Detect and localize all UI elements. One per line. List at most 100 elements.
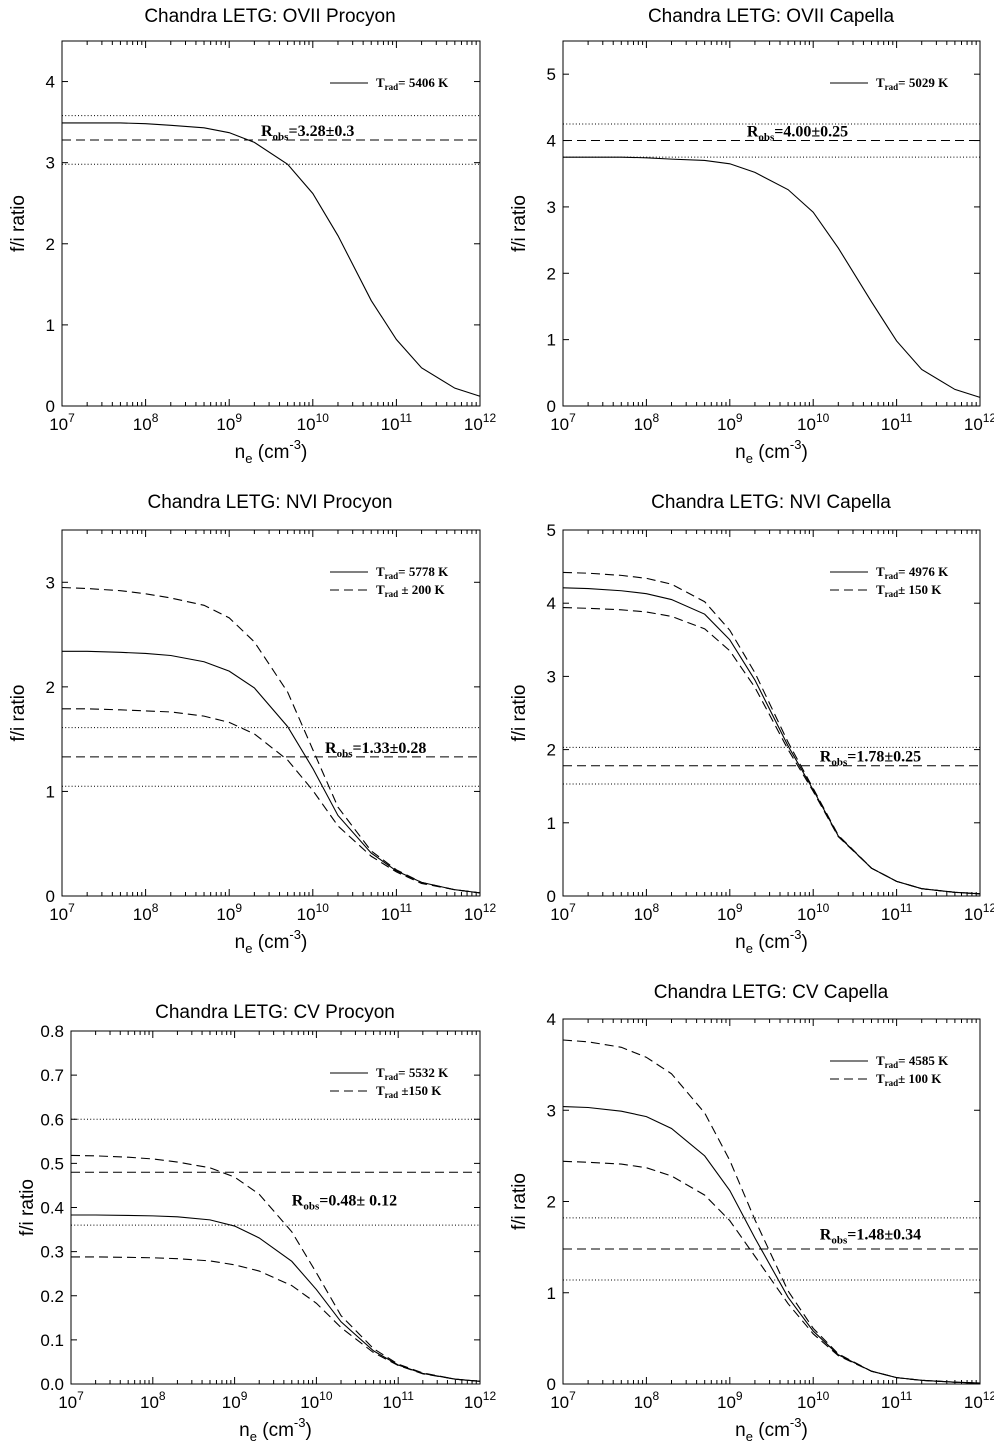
x-tick-label: 109 [717,901,743,924]
y-tick-label: 1 [547,1284,556,1303]
y-axis-label: f/i ratio [17,1179,38,1236]
x-tick-label: 109 [717,1389,743,1412]
legend-entry: Trad= 4976 K [876,564,949,581]
y-tick-label: 0.8 [40,1022,64,1041]
x-tick-label: 1011 [881,901,913,924]
chart-panel-4: Chandra LETG: NVI Capella 0 1 2 3 4 5 107 108 109… [509,492,994,956]
x-tick-label: 1012 [464,1389,497,1412]
x-tick-label: 1011 [383,1389,415,1412]
x-axis-label: ne (cm-3) [235,437,308,466]
y-tick-label: 0.1 [40,1331,64,1350]
chart-panel-3: Chandra LETG: NVI Procyon 0 1 2 3 107 108 109 10… [8,492,496,956]
legend-entry: Trad= 4585 K [876,1053,949,1070]
observed-ratio-label: Robs=0.48± 0.12 [292,1193,397,1213]
x-tick-label: 108 [133,411,159,434]
x-tick-label: 108 [133,901,159,924]
observed-ratio-label: Robs=3.28±0.3 [261,123,354,143]
series-line-3 [562,607,981,895]
legend-entry: Trad± 150 K [876,582,942,599]
series-line-2 [562,571,981,895]
series-line-1 [563,156,981,398]
observed-ratio-label: Robs=1.78±0.25 [820,749,921,769]
chart-panel-5: Chandra LETG: CV Procyon 0.0 0.1 0.2 0.3 0.4 0… [17,1002,496,1444]
x-tick-label: 1011 [381,901,413,924]
y-tick-label: 0.5 [40,1154,64,1173]
y-tick-label: 2 [547,741,556,760]
y-axis-label: f/i ratio [509,684,530,741]
y-tick-label: 3 [46,154,55,173]
y-tick-label: 4 [547,594,556,613]
legend-entry: Trad ±150 K [376,1083,442,1100]
series-line-2 [70,1154,481,1382]
y-tick-label: 0.2 [40,1287,64,1306]
series-line-1 [62,650,481,894]
x-tick-label: 1012 [464,411,497,434]
x-tick-label: 108 [634,901,660,924]
plot-frame [61,40,481,407]
x-tick-label: 1011 [881,1389,913,1412]
x-axis-label: ne (cm-3) [735,437,808,466]
y-tick-label: 4 [547,1010,556,1029]
observed-ratio-label: Robs=1.48±0.34 [820,1226,921,1246]
x-tick-label: 1011 [381,411,413,434]
series-line-3 [62,708,481,894]
y-tick-label: 1 [547,814,556,833]
series-line-3 [562,1160,981,1384]
chart-title: Chandra LETG: NVI Procyon [148,492,393,513]
series-line-1 [62,122,481,397]
y-tick-label: 0.3 [40,1243,64,1262]
x-tick-label: 1010 [300,1389,333,1412]
y-tick-label: 2 [547,264,556,283]
plot-frame [562,40,981,407]
x-tick-label: 1010 [297,901,330,924]
y-axis-label: f/i ratio [8,195,29,252]
x-tick-label: 107 [49,901,75,924]
y-tick-label: 3 [46,573,55,592]
legend-entry: Trad= 5778 K [376,564,449,581]
observed-ratio-label: Robs=1.33±0.28 [325,740,426,760]
legend-entry: Trad= 5406 K [376,75,449,92]
chart-panel-1: Chandra LETG: OVII Procyon 0 1 2 3 4 107 108 109… [8,6,496,466]
x-axis-label: ne (cm-3) [239,1415,312,1444]
x-tick-label: 1010 [797,901,830,924]
chart-title: Chandra LETG: OVII Procyon [144,6,395,27]
x-tick-label: 107 [550,411,576,434]
x-tick-label: 1010 [297,411,330,434]
y-tick-label: 3 [547,1101,556,1120]
plot-frame [61,529,481,897]
series-line-1 [71,1214,481,1382]
x-axis-label: ne (cm-3) [735,1415,808,1444]
y-tick-label: 0 [46,397,55,416]
x-tick-label: 109 [216,901,242,924]
y-tick-label: 1 [46,782,55,801]
y-tick-label: 2 [46,235,55,254]
x-axis-label: ne (cm-3) [735,927,808,956]
x-tick-label: 109 [717,411,743,434]
x-tick-label: 1012 [964,1389,994,1412]
x-tick-label: 107 [58,1389,84,1412]
y-tick-label: 0 [547,1375,556,1394]
y-tick-label: 3 [547,667,556,686]
y-tick-label: 2 [46,678,55,697]
legend-entry: Trad ± 200 K [376,582,446,599]
x-tick-label: 109 [216,411,242,434]
y-axis-label: f/i ratio [509,195,530,252]
y-tick-label: 5 [547,521,556,540]
y-tick-label: 2 [547,1193,556,1212]
series-line-3 [71,1256,481,1382]
chart-title: Chandra LETG: NVI Capella [651,492,891,513]
y-axis-label: f/i ratio [509,1173,530,1230]
y-tick-label: 0.6 [40,1110,64,1129]
x-tick-label: 107 [550,901,576,924]
x-tick-label: 1010 [797,1389,830,1412]
series-line-1 [562,587,981,895]
series-line-2 [562,1039,981,1384]
x-tick-label: 1012 [464,901,497,924]
chart-panel-6: Chandra LETG: CV Capella 0 1 2 3 4 107 108 109 10… [509,982,994,1444]
y-tick-label: 5 [547,65,556,84]
x-tick-label: 107 [49,411,75,434]
legend-entry: Trad± 100 K [876,1071,942,1088]
x-tick-label: 107 [550,1389,576,1412]
x-tick-label: 1011 [881,411,913,434]
y-tick-label: 1 [547,331,556,350]
